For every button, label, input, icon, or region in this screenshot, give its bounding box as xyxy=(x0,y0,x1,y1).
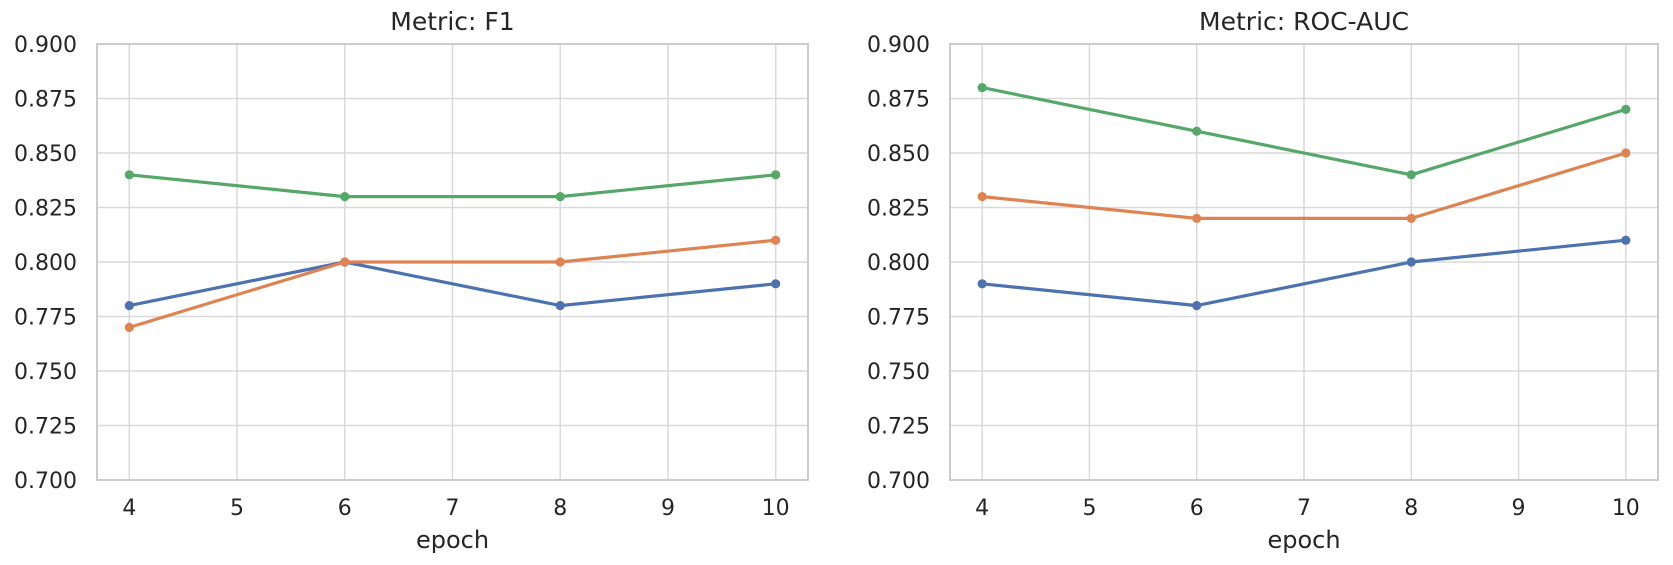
y-tick-label: 0.800 xyxy=(14,251,77,276)
x-axis-label: epoch xyxy=(1267,526,1340,554)
series-orange-marker xyxy=(1192,213,1202,223)
chart-metric-f1: 0.700 0.725 0.750 0.775 0.800 0.825 0.850 0.875… xyxy=(14,7,809,554)
series-green-line xyxy=(980,85,1628,177)
y-tick-label: 0.875 xyxy=(867,88,930,113)
series-orange-marker xyxy=(1621,148,1631,158)
y-tick-label: 0.825 xyxy=(867,197,930,222)
x-tick-label: 6 xyxy=(1190,496,1204,521)
chart-metric-roc-auc: 0.700 0.725 0.750 0.775 0.800 0.825 0.850 0.875… xyxy=(867,7,1659,554)
series-green-marker xyxy=(1406,170,1416,180)
x-axis-label: epoch xyxy=(416,526,489,554)
series-blue-marker xyxy=(771,279,781,289)
series-green-marker xyxy=(1621,104,1631,114)
x-tick-label: 8 xyxy=(1404,496,1418,521)
x-tick-label: 9 xyxy=(1512,496,1526,521)
series-blue-marker xyxy=(124,301,134,311)
series-green-line xyxy=(127,173,778,199)
series-orange-marker xyxy=(340,257,350,267)
series-orange-marker xyxy=(124,322,134,332)
x-tick-label: 10 xyxy=(1612,496,1640,521)
series-orange-marker xyxy=(977,192,987,202)
y-tick-label: 0.725 xyxy=(867,415,930,440)
y-tick-label: 0.800 xyxy=(867,251,930,276)
y-tick-label: 0.775 xyxy=(867,306,930,331)
y-tick-label: 0.725 xyxy=(14,415,77,440)
series-green-marker xyxy=(555,192,565,202)
series-orange-line xyxy=(980,151,1628,220)
series-blue-marker xyxy=(977,279,987,289)
x-tick-label: 7 xyxy=(446,496,460,521)
y-tick-label: 0.700 xyxy=(14,469,77,494)
series-blue-marker xyxy=(1621,235,1631,245)
series-blue-marker xyxy=(1192,301,1202,311)
series-green-marker xyxy=(977,83,987,93)
x-tick-label: 5 xyxy=(1082,496,1096,521)
series-blue-marker xyxy=(555,301,565,311)
x-tick-label: 9 xyxy=(661,496,675,521)
series-green-marker xyxy=(771,170,781,180)
x-tick-label: 10 xyxy=(762,496,790,521)
x-tick-label: 8 xyxy=(553,496,567,521)
y-tick-label: 0.750 xyxy=(14,360,77,385)
chart-title: Metric: F1 xyxy=(390,7,514,36)
y-tick-label: 0.850 xyxy=(867,142,930,167)
series-green-marker xyxy=(1192,126,1202,136)
x-tick-label: 4 xyxy=(122,496,136,521)
x-tick-label: 4 xyxy=(975,496,989,521)
x-tick-label: 5 xyxy=(230,496,244,521)
x-tick-label: 6 xyxy=(338,496,352,521)
chart-title: Metric: ROC-AUC xyxy=(1199,7,1409,36)
series-blue-line xyxy=(980,238,1628,308)
series-orange-marker xyxy=(771,235,781,245)
y-tick-label: 0.775 xyxy=(14,306,77,331)
y-tick-label: 0.850 xyxy=(14,142,77,167)
series-orange-marker xyxy=(1406,213,1416,223)
y-tick-label: 0.900 xyxy=(14,33,77,58)
series-green-marker xyxy=(124,170,134,180)
series-green-marker xyxy=(340,192,350,202)
plot-border xyxy=(949,43,1659,481)
y-tick-label: 0.825 xyxy=(14,197,77,222)
series-blue-marker xyxy=(1406,257,1416,267)
x-tick-label: 7 xyxy=(1297,496,1311,521)
series-blue-line xyxy=(127,260,778,308)
plot-border xyxy=(96,43,809,481)
series-orange-marker xyxy=(555,257,565,267)
y-tick-label: 0.700 xyxy=(867,469,930,494)
y-tick-label: 0.900 xyxy=(867,33,930,58)
y-tick-label: 0.875 xyxy=(14,88,77,113)
y-tick-label: 0.750 xyxy=(867,360,930,385)
series-orange-line xyxy=(127,238,778,329)
